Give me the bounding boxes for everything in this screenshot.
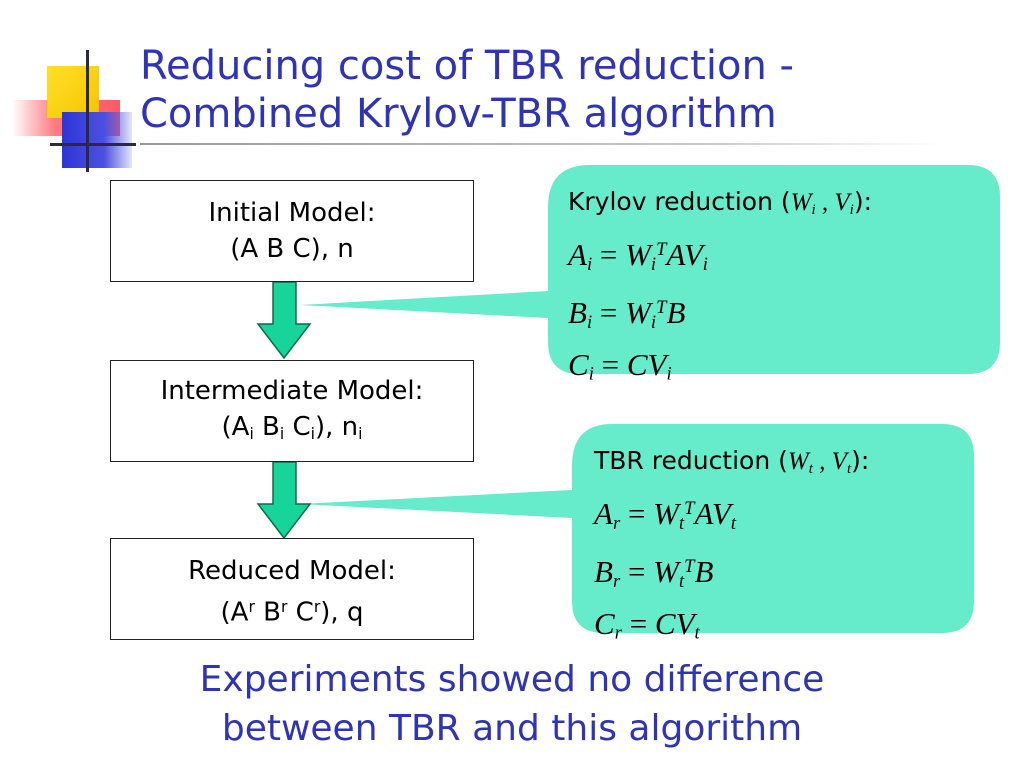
title-underline (140, 143, 940, 145)
tbr-heading: TBR reduction (Wt , Vt): (594, 446, 870, 477)
reduced-model-box: Reduced Model: (Ar Br Cr), q (110, 538, 474, 640)
krylov-equation-c: Ci = CVi (568, 347, 672, 386)
krylov-callout-shape (300, 165, 1000, 374)
initial-model-label: Initial Model: (208, 198, 376, 228)
slide-title-line-1: Reducing cost of TBR reduction - (140, 43, 794, 89)
krylov-callout-text: Krylov reduction (Wi , Vi): Ai = WiTAVi … (568, 184, 872, 396)
tbr-callout-text: TBR reduction (Wt , Vt): Ar = WtTAVt Br … (594, 443, 869, 655)
krylov-equation-b: Bi = WiTB (568, 294, 686, 333)
reduced-model-label: Reduced Model: (188, 556, 396, 586)
footer-line-1: Experiments showed no difference (199, 659, 825, 700)
intermediate-model-label: Intermediate Model: (160, 376, 424, 406)
tbr-equation-a: Ar = WtTAVt (594, 495, 737, 534)
tbr-equation-b: Br = WtTB (594, 553, 714, 592)
logo-yellow-block (47, 66, 99, 118)
arrow-intermediate-to-reduced (256, 461, 312, 540)
logo-vertical-line (86, 50, 89, 172)
initial-model-tuple: (A B C), n (230, 234, 354, 264)
krylov-equation-a: Ai = WiTAVi (568, 236, 708, 275)
tbr-equation-c: Cr = CVt (594, 606, 700, 645)
intermediate-model-tuple: (Ai Bi Ci), ni (221, 412, 363, 443)
logo-blue-block (62, 112, 132, 168)
tbr-callout-shape (300, 424, 974, 633)
krylov-heading: Krylov reduction (Wi , Vi): (568, 187, 872, 218)
initial-model-box: Initial Model: (A B C), n (110, 180, 474, 282)
slide-title-line-2: Combined Krylov-TBR algorithm (140, 91, 777, 137)
arrow-initial-to-intermediate (256, 281, 312, 360)
intermediate-model-box: Intermediate Model: (Ai Bi Ci), ni (110, 360, 474, 462)
footer-line-2: between TBR and this algorithm (221, 708, 803, 749)
reduced-model-tuple: (Ar Br Cr), q (220, 597, 364, 628)
logo-horizontal-line (50, 143, 136, 146)
